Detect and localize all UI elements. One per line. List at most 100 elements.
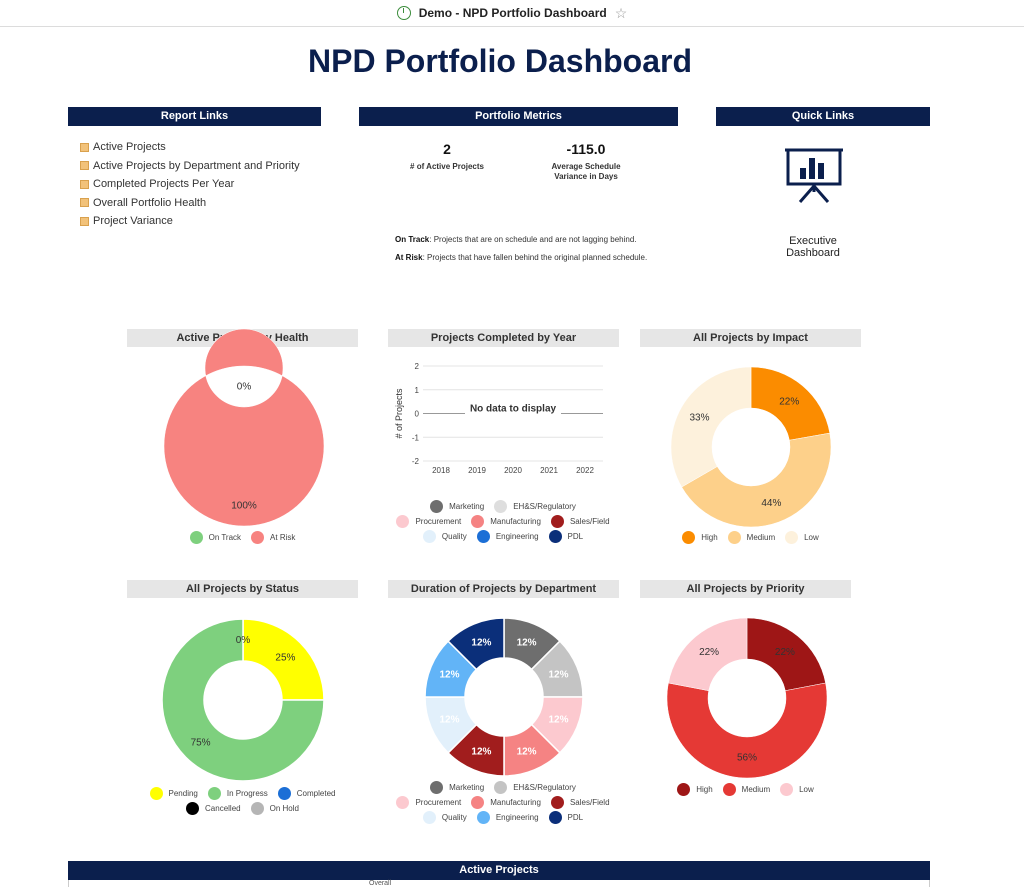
legend-item-pending[interactable]: Pending bbox=[149, 786, 198, 801]
legend-item-manufacturing[interactable]: Manufacturing bbox=[471, 514, 541, 529]
legend-swatch bbox=[550, 796, 564, 809]
legend-label: Medium bbox=[741, 785, 771, 794]
data-label-medium: 44% bbox=[761, 498, 781, 509]
legend-label: High bbox=[701, 533, 718, 542]
data-label-quality: 12% bbox=[439, 715, 459, 726]
legend-item-on-track[interactable]: On Track bbox=[189, 530, 241, 545]
legend-item-eh-s-regulatory[interactable]: EH&S/Regulatory bbox=[494, 780, 576, 795]
slice-at-risk[interactable] bbox=[163, 328, 325, 527]
sheet-icon bbox=[80, 198, 89, 208]
slice-in-progress[interactable] bbox=[161, 618, 325, 782]
window-title: Demo - NPD Portfolio Dashboard bbox=[418, 6, 607, 20]
legend-item-at-risk[interactable]: At Risk bbox=[251, 530, 295, 545]
legend-label: Procurement bbox=[415, 798, 462, 807]
slice-pending[interactable] bbox=[242, 618, 325, 701]
legend-swatch bbox=[677, 783, 691, 796]
report-link-completed-per-year[interactable]: Completed Projects Per Year bbox=[80, 175, 300, 194]
legend-item-engineering[interactable]: Engineering bbox=[476, 810, 539, 825]
slice-pdl[interactable] bbox=[447, 617, 505, 671]
legend-swatch bbox=[189, 531, 203, 544]
legend-label: Quality bbox=[441, 813, 467, 822]
legend-swatch bbox=[430, 781, 444, 794]
priority-legend: High Medium Low bbox=[640, 782, 851, 797]
duration-donut-chart: 12% 12% 12% 12% 12% 12% 12% 12% bbox=[424, 617, 584, 777]
y-tick-label: 1 bbox=[415, 386, 420, 395]
chart-title-status: All Projects by Status bbox=[127, 580, 358, 598]
legend-label: Sales/Field bbox=[569, 798, 610, 807]
legend-label: Medium bbox=[746, 533, 776, 542]
dashboard-app-icon bbox=[396, 6, 411, 20]
legend-item-in-progress[interactable]: In Progress bbox=[207, 786, 268, 801]
legend-label: PDL bbox=[567, 813, 584, 822]
active-projects-metric: 2 # of Active Projects bbox=[397, 141, 497, 172]
legend-item-low[interactable]: Low bbox=[785, 530, 819, 545]
no-data-message: No data to display bbox=[470, 404, 557, 415]
status-legend: Pending In Progress Completed Cancelled On H… bbox=[127, 786, 358, 816]
status-donut-chart: 25% 75% 0% bbox=[161, 618, 325, 782]
data-label-at-risk: 100% bbox=[231, 501, 257, 512]
legend-item-procurement[interactable]: Procurement bbox=[396, 795, 461, 810]
page-title: NPD Portfolio Dashboard bbox=[307, 43, 692, 79]
schedule-variance-metric: -115.0 Average Schedule Variance in Days bbox=[531, 141, 641, 182]
legend-swatch bbox=[422, 811, 436, 824]
executive-dashboard-link[interactable]: Executive Dashboard bbox=[786, 235, 840, 259]
chart-title-completed-year: Projects Completed by Year bbox=[388, 329, 619, 347]
slice-low[interactable] bbox=[668, 617, 748, 691]
definition-on-track: On Track: Projects that are on schedule … bbox=[395, 235, 637, 244]
impact-donut-chart: 22% 44% 33% bbox=[670, 366, 832, 528]
legend-item-cancelled[interactable]: Cancelled bbox=[186, 801, 241, 816]
legend-swatch bbox=[727, 531, 741, 544]
legend-item-medium[interactable]: Medium bbox=[722, 782, 771, 797]
legend-item-procurement[interactable]: Procurement bbox=[396, 514, 461, 529]
legend-item-quality[interactable]: Quality bbox=[422, 810, 467, 825]
legend-label: At Risk bbox=[270, 533, 296, 542]
legend-swatch bbox=[251, 531, 265, 544]
legend-item-pdl[interactable]: PDL bbox=[548, 810, 584, 825]
impact-legend: High Medium Low bbox=[640, 530, 861, 545]
legend-item-marketing[interactable]: Marketing bbox=[430, 499, 484, 514]
legend-swatch bbox=[396, 796, 410, 809]
legend-item-eh-s-regulatory[interactable]: EH&S/Regulatory bbox=[494, 499, 576, 514]
legend-swatch bbox=[422, 530, 436, 543]
star-outline-icon[interactable]: ☆ bbox=[614, 4, 628, 21]
legend-item-medium[interactable]: Medium bbox=[727, 530, 776, 545]
legend-swatch bbox=[476, 811, 490, 824]
legend-label: Low bbox=[799, 785, 814, 794]
legend-label: Completed bbox=[296, 789, 336, 798]
legend-swatch bbox=[149, 787, 163, 800]
legend-item-sales-field[interactable]: Sales/Field bbox=[550, 514, 610, 529]
report-link-portfolio-health[interactable]: Overall Portfolio Health bbox=[80, 194, 300, 213]
slice-low[interactable] bbox=[670, 366, 752, 488]
legend-item-pdl[interactable]: PDL bbox=[548, 529, 583, 544]
data-label-low: 33% bbox=[689, 412, 709, 423]
legend-label: Cancelled bbox=[205, 804, 241, 813]
y-tick-label: -1 bbox=[412, 433, 420, 442]
legend-item-high[interactable]: High bbox=[682, 530, 718, 545]
legend-item-low[interactable]: Low bbox=[780, 782, 814, 797]
legend-label: In Progress bbox=[226, 789, 268, 798]
legend-swatch bbox=[186, 802, 200, 815]
legend-item-high[interactable]: High bbox=[677, 782, 713, 797]
legend-item-sales-field[interactable]: Sales/Field bbox=[550, 795, 610, 810]
slice-medium[interactable] bbox=[666, 682, 828, 779]
legend-swatch bbox=[396, 515, 410, 528]
legend-item-manufacturing[interactable]: Manufacturing bbox=[471, 795, 541, 810]
legend-item-on-hold[interactable]: On Hold bbox=[250, 801, 299, 816]
legend-label: Marketing bbox=[449, 783, 485, 792]
legend-item-marketing[interactable]: Marketing bbox=[430, 780, 484, 795]
data-label-low: 22% bbox=[699, 647, 719, 658]
data-label-eh-s-regulatory: 12% bbox=[549, 669, 569, 680]
legend-item-quality[interactable]: Quality bbox=[422, 529, 467, 544]
report-link-active-projects[interactable]: Active Projects bbox=[80, 138, 300, 157]
quick-links-header: Quick Links bbox=[716, 107, 930, 126]
presentation-chart-icon[interactable] bbox=[784, 146, 844, 204]
column-header-overall[interactable]: Overall bbox=[369, 880, 392, 887]
legend-item-engineering[interactable]: Engineering bbox=[476, 529, 539, 544]
report-links-list: Active Projects Active Projects by Depar… bbox=[80, 138, 300, 231]
report-link-by-department-priority[interactable]: Active Projects by Department and Priori… bbox=[80, 157, 300, 176]
data-label-in-progress: 75% bbox=[191, 737, 211, 748]
slice-medium[interactable] bbox=[681, 432, 832, 528]
legend-item-completed[interactable]: Completed bbox=[277, 786, 336, 801]
legend-swatch bbox=[476, 530, 490, 543]
report-link-project-variance[interactable]: Project Variance bbox=[80, 212, 300, 231]
